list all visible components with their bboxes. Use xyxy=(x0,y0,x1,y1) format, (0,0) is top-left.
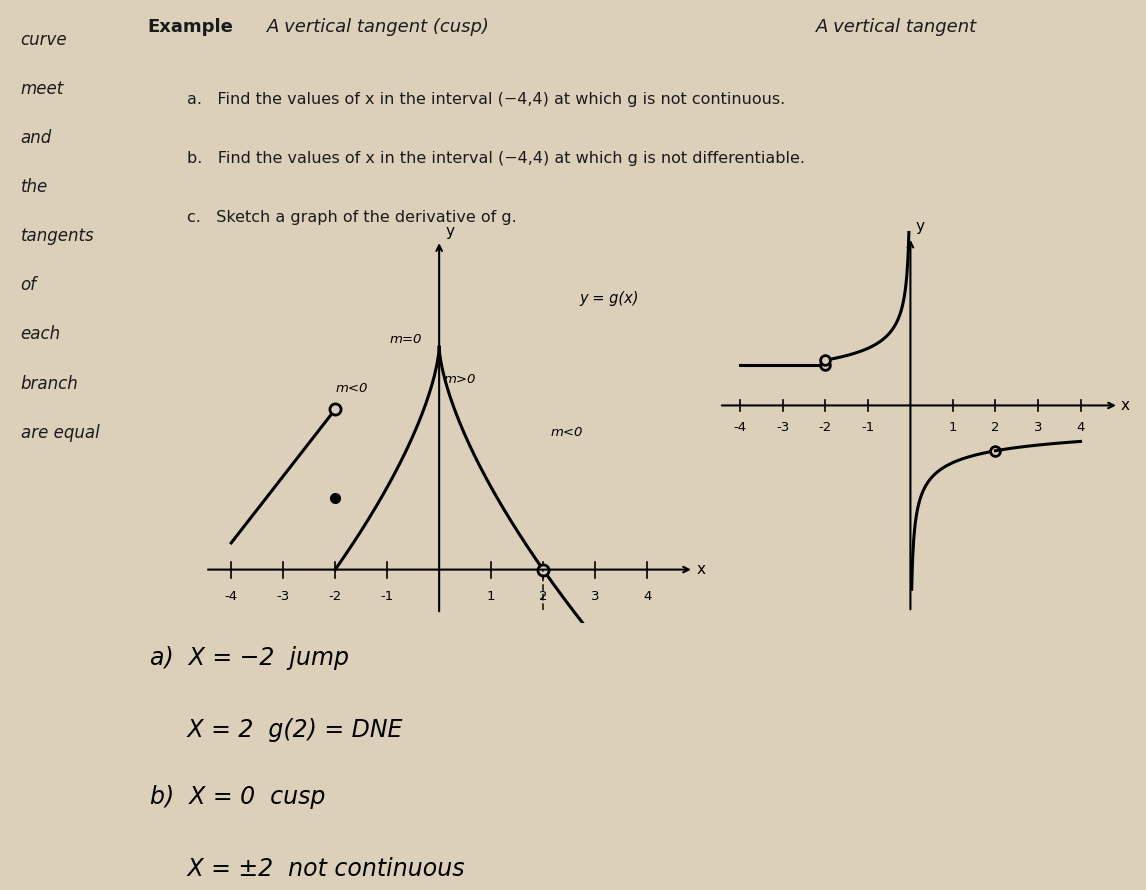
Text: each: each xyxy=(21,326,61,344)
Text: m<0: m<0 xyxy=(551,426,583,439)
Text: -3: -3 xyxy=(776,421,790,433)
Text: x: x xyxy=(1121,398,1130,413)
Text: y: y xyxy=(916,219,925,234)
Text: 2: 2 xyxy=(991,421,999,433)
Text: 2: 2 xyxy=(539,590,548,603)
Text: 4: 4 xyxy=(1076,421,1085,433)
Text: y = g(x): y = g(x) xyxy=(580,291,639,305)
Text: Example: Example xyxy=(148,18,234,36)
Text: -2: -2 xyxy=(818,421,832,433)
Text: -4: -4 xyxy=(733,421,747,433)
Text: m<0: m<0 xyxy=(335,382,368,394)
Text: branch: branch xyxy=(21,375,78,392)
Text: m>0: m>0 xyxy=(444,373,476,385)
Text: x: x xyxy=(697,562,706,577)
Text: X = ±2  not continuous: X = ±2 not continuous xyxy=(150,857,464,881)
Text: are equal: are equal xyxy=(21,424,100,441)
Text: 4: 4 xyxy=(643,590,651,603)
Text: a)  X = −2  jump: a) X = −2 jump xyxy=(150,645,350,669)
Text: -1: -1 xyxy=(380,590,394,603)
Text: b.   Find the values of x in the interval (−4,4) at which g is not differentiabl: b. Find the values of x in the interval … xyxy=(187,151,806,166)
Text: the: the xyxy=(21,178,48,196)
Text: m=0: m=0 xyxy=(390,333,422,345)
Text: 3: 3 xyxy=(1034,421,1042,433)
Text: X = 2  g(2) = DNE: X = 2 g(2) = DNE xyxy=(150,717,402,741)
Text: -2: -2 xyxy=(329,590,342,603)
Text: tangents: tangents xyxy=(21,227,94,245)
Text: -1: -1 xyxy=(862,421,874,433)
Text: 1: 1 xyxy=(949,421,957,433)
Text: and: and xyxy=(21,129,52,147)
Text: y: y xyxy=(446,223,454,239)
Text: of: of xyxy=(21,276,37,295)
Text: c.   Sketch a graph of the derivative of g.: c. Sketch a graph of the derivative of g… xyxy=(187,210,517,224)
Text: meet: meet xyxy=(21,80,64,98)
Text: b)  X = 0  cusp: b) X = 0 cusp xyxy=(150,785,325,809)
Text: 3: 3 xyxy=(591,590,599,603)
Text: A vertical tangent (cusp): A vertical tangent (cusp) xyxy=(267,18,490,36)
Text: 1: 1 xyxy=(487,590,495,603)
Text: A vertical tangent: A vertical tangent xyxy=(816,18,976,36)
Text: -4: -4 xyxy=(225,590,237,603)
Text: curve: curve xyxy=(21,30,68,49)
Text: -3: -3 xyxy=(276,590,290,603)
Text: a.   Find the values of x in the interval (−4,4) at which g is not continuous.: a. Find the values of x in the interval … xyxy=(187,93,786,107)
